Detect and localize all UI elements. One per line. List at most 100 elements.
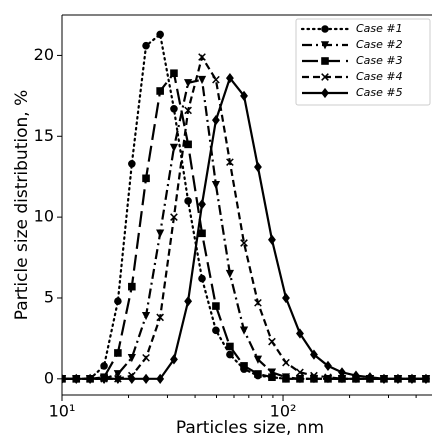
marker: [282, 375, 290, 383]
marker: [254, 370, 262, 378]
marker: [142, 373, 150, 384]
marker: [184, 140, 192, 149]
marker: [62, 373, 66, 384]
marker: [324, 375, 332, 383]
marker: [142, 41, 150, 50]
marker: [211, 114, 220, 126]
marker: [156, 229, 165, 238]
marker: [352, 370, 360, 381]
marker: [212, 302, 220, 310]
marker: [142, 174, 150, 183]
marker: [268, 234, 276, 245]
marker: [226, 350, 234, 359]
x-tick-label: 10¹: [49, 402, 76, 421]
marker: [282, 292, 290, 304]
marker: [100, 362, 108, 370]
marker: [240, 90, 248, 101]
marker: [198, 229, 206, 238]
marker: [127, 354, 136, 363]
marker: [324, 360, 332, 372]
marker: [212, 75, 220, 84]
legend-label: Case #5: [356, 86, 403, 99]
marker: [380, 373, 388, 384]
marker: [184, 197, 192, 205]
marker: [141, 311, 151, 321]
y-axis-label: Particle size distribution, %: [12, 90, 32, 320]
legend-label: Case #4: [356, 70, 403, 83]
marker: [128, 159, 136, 168]
legend-box: [295, 18, 431, 106]
legend-label: Case #1: [356, 22, 403, 35]
marker: [184, 296, 193, 307]
marker: [296, 368, 304, 377]
marker: [128, 282, 136, 291]
marker: [156, 30, 164, 39]
y-tick-label: 10: [34, 207, 54, 226]
plot-area: [62, 30, 431, 384]
marker: [366, 372, 374, 383]
x-tick-label: 10²: [270, 402, 297, 421]
marker: [324, 373, 332, 382]
marker: [239, 326, 249, 335]
marker: [394, 373, 402, 384]
marker: [310, 371, 318, 380]
marker: [267, 368, 277, 377]
marker: [114, 297, 122, 306]
marker: [254, 298, 262, 307]
marker: [310, 349, 318, 360]
legend-marker: [321, 73, 329, 81]
marker: [127, 373, 136, 384]
legend-label: Case #3: [356, 54, 403, 67]
marker: [211, 180, 221, 190]
marker: [254, 161, 262, 173]
marker: [253, 355, 263, 364]
x-axis-label: Particles size, nm: [176, 418, 324, 438]
marker: [100, 373, 109, 384]
marker: [268, 337, 276, 346]
marker: [86, 373, 95, 384]
marker: [114, 349, 122, 357]
marker: [169, 143, 179, 153]
marker: [184, 79, 193, 88]
y-tick-label: 15: [34, 126, 54, 145]
marker: [296, 375, 304, 383]
marker: [296, 328, 304, 339]
marker: [338, 367, 346, 378]
marker: [225, 269, 235, 279]
legend-marker: [321, 25, 329, 33]
marker: [156, 87, 164, 95]
marker: [338, 374, 346, 383]
marker: [170, 69, 178, 78]
marker: [226, 342, 234, 351]
y-tick-label: 20: [34, 45, 54, 64]
marker: [156, 373, 165, 384]
marker: [198, 53, 206, 61]
marker: [268, 373, 276, 382]
marker: [113, 373, 122, 384]
marker: [225, 72, 234, 84]
marker: [197, 75, 207, 85]
marker: [72, 373, 81, 384]
marker: [156, 313, 164, 322]
legend-marker: [320, 41, 330, 50]
marker: [170, 354, 178, 365]
marker: [422, 373, 430, 384]
marker: [226, 158, 234, 166]
marker: [240, 362, 248, 370]
marker: [184, 106, 192, 115]
legend-marker: [321, 87, 329, 99]
marker: [142, 353, 150, 362]
legend-label: Case #2: [356, 38, 403, 51]
marker: [198, 274, 206, 283]
marker: [170, 104, 178, 113]
marker: [282, 358, 290, 367]
marker: [170, 213, 178, 221]
marker: [408, 373, 416, 384]
marker: [240, 239, 248, 247]
marker: [198, 199, 206, 210]
y-tick-label: 0: [44, 368, 54, 387]
marker: [212, 326, 220, 335]
y-tick-label: 5: [44, 287, 54, 306]
legend-marker: [321, 57, 329, 65]
